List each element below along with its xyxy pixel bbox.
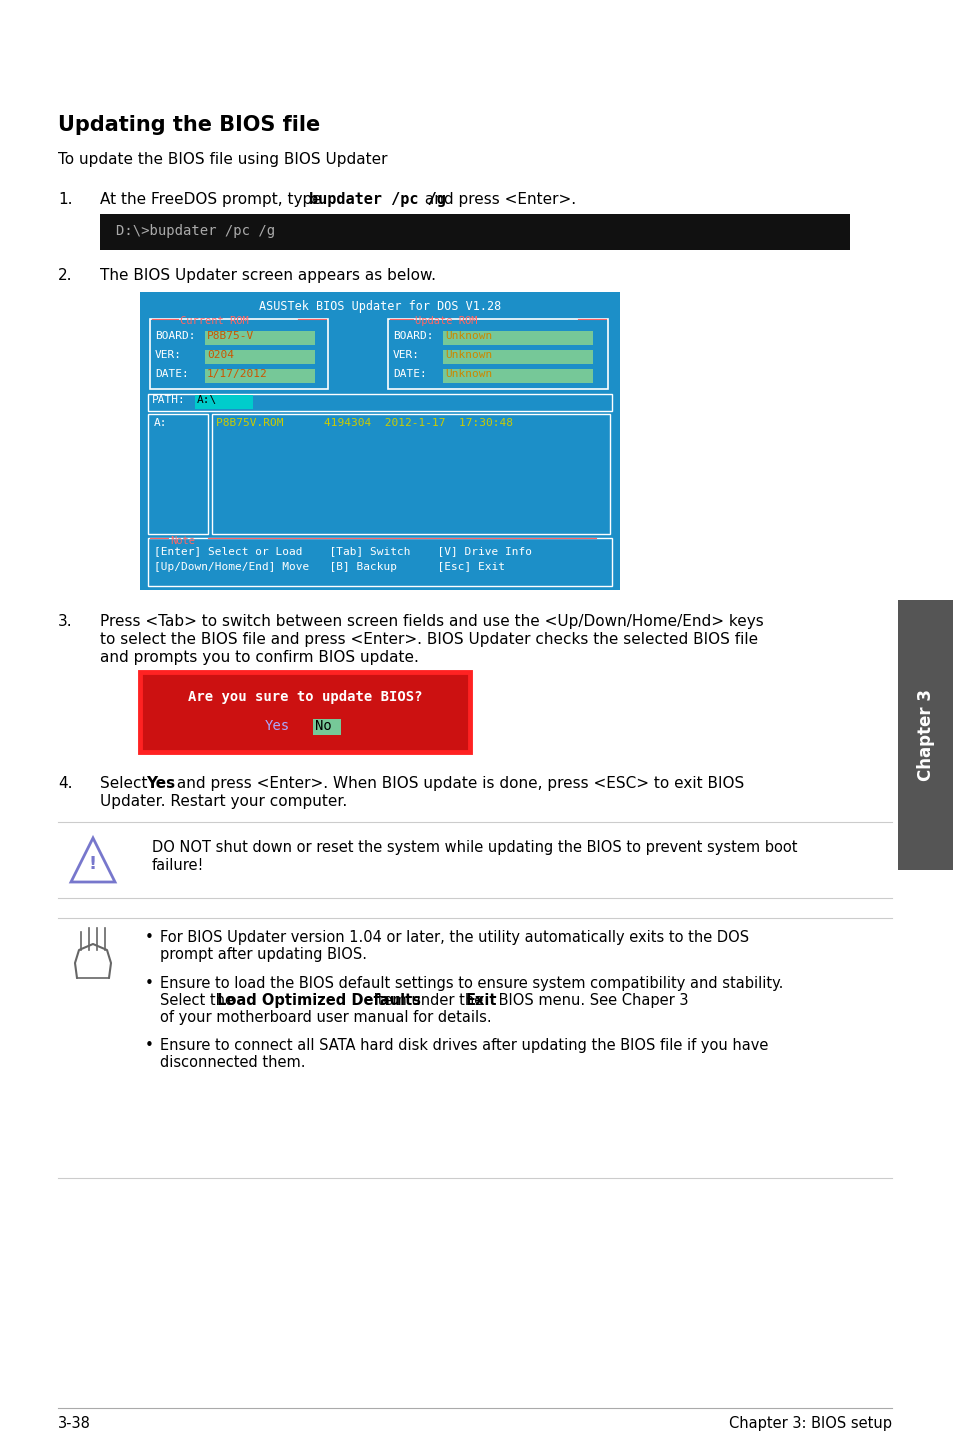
FancyBboxPatch shape xyxy=(148,538,612,587)
Text: Current ROM: Current ROM xyxy=(180,316,249,326)
FancyBboxPatch shape xyxy=(313,719,340,735)
Text: Updater. Restart your computer.: Updater. Restart your computer. xyxy=(100,794,347,810)
FancyBboxPatch shape xyxy=(205,349,314,364)
Text: 1.: 1. xyxy=(58,193,72,207)
Text: 1/17/2012: 1/17/2012 xyxy=(207,370,268,380)
Text: Unknown: Unknown xyxy=(444,370,492,380)
Text: [Enter] Select or Load    [Tab] Switch    [V] Drive Info: [Enter] Select or Load [Tab] Switch [V] … xyxy=(153,546,532,557)
Text: Load Optimized Defaults: Load Optimized Defaults xyxy=(216,994,420,1008)
FancyBboxPatch shape xyxy=(194,395,253,408)
Text: bupdater /pc /g: bupdater /pc /g xyxy=(309,193,445,207)
Text: •: • xyxy=(145,930,153,945)
FancyBboxPatch shape xyxy=(148,414,208,533)
Text: •: • xyxy=(145,976,153,991)
Text: A:\: A:\ xyxy=(196,395,217,406)
Text: A:: A: xyxy=(153,418,168,429)
Text: Update ROM: Update ROM xyxy=(415,316,477,326)
Text: P8B75-V: P8B75-V xyxy=(207,331,254,341)
Text: BIOS menu. See Chaper 3: BIOS menu. See Chaper 3 xyxy=(494,994,688,1008)
Text: VER:: VER: xyxy=(393,349,419,360)
Text: 0204: 0204 xyxy=(207,349,233,360)
Text: BOARD:: BOARD: xyxy=(154,331,195,341)
Text: DATE:: DATE: xyxy=(154,370,189,380)
Text: Chapter 3: BIOS setup: Chapter 3: BIOS setup xyxy=(728,1416,891,1431)
Text: D:\>bupdater /pc /g: D:\>bupdater /pc /g xyxy=(116,224,274,239)
Text: Select the: Select the xyxy=(160,994,238,1008)
Text: For BIOS Updater version 1.04 or later, the utility automatically exits to the D: For BIOS Updater version 1.04 or later, … xyxy=(160,930,748,945)
Text: BOARD:: BOARD: xyxy=(393,331,433,341)
Text: Select: Select xyxy=(100,777,152,791)
Text: Chapter 3: Chapter 3 xyxy=(916,689,934,781)
Text: VER:: VER: xyxy=(154,349,182,360)
Text: No: No xyxy=(314,719,332,733)
Text: and press <Enter>.: and press <Enter>. xyxy=(419,193,576,207)
Polygon shape xyxy=(71,838,115,881)
Text: DO NOT shut down or reset the system while updating the BIOS to prevent system b: DO NOT shut down or reset the system whi… xyxy=(152,840,797,856)
Text: The BIOS Updater screen appears as below.: The BIOS Updater screen appears as below… xyxy=(100,267,436,283)
Text: Press <Tab> to switch between screen fields and use the <Up/Down/Home/End> keys: Press <Tab> to switch between screen fie… xyxy=(100,614,763,628)
Text: 3.: 3. xyxy=(58,614,72,628)
FancyBboxPatch shape xyxy=(140,292,619,590)
Text: !: ! xyxy=(89,856,97,873)
Text: 4.: 4. xyxy=(58,777,72,791)
Text: Yes: Yes xyxy=(265,719,290,733)
Text: 2.: 2. xyxy=(58,267,72,283)
Text: •: • xyxy=(145,1038,153,1053)
Text: Ensure to load the BIOS default settings to ensure system compatibility and stab: Ensure to load the BIOS default settings… xyxy=(160,976,782,991)
Text: Updating the BIOS file: Updating the BIOS file xyxy=(58,115,320,135)
Text: Note: Note xyxy=(170,536,194,546)
Text: failure!: failure! xyxy=(152,858,204,873)
Text: Unknown: Unknown xyxy=(444,331,492,341)
Text: item under the: item under the xyxy=(369,994,487,1008)
FancyBboxPatch shape xyxy=(442,331,593,345)
Text: and prompts you to confirm BIOS update.: and prompts you to confirm BIOS update. xyxy=(100,650,418,664)
Text: to select the BIOS file and press <Enter>. BIOS Updater checks the selected BIOS: to select the BIOS file and press <Enter… xyxy=(100,631,758,647)
Text: At the FreeDOS prompt, type: At the FreeDOS prompt, type xyxy=(100,193,326,207)
FancyBboxPatch shape xyxy=(212,414,609,533)
FancyBboxPatch shape xyxy=(388,319,607,390)
Text: P8B75V.ROM      4194304  2012-1-17  17:30:48: P8B75V.ROM 4194304 2012-1-17 17:30:48 xyxy=(215,418,513,429)
Text: ASUSTek BIOS Updater for DOS V1.28: ASUSTek BIOS Updater for DOS V1.28 xyxy=(258,301,500,313)
FancyBboxPatch shape xyxy=(442,370,593,383)
FancyBboxPatch shape xyxy=(897,600,953,870)
Text: disconnected them.: disconnected them. xyxy=(160,1055,305,1070)
FancyBboxPatch shape xyxy=(205,370,314,383)
FancyBboxPatch shape xyxy=(150,319,328,390)
Text: and press <Enter>. When BIOS update is done, press <ESC> to exit BIOS: and press <Enter>. When BIOS update is d… xyxy=(172,777,743,791)
Text: Are you sure to update BIOS?: Are you sure to update BIOS? xyxy=(188,690,422,705)
Text: Unknown: Unknown xyxy=(444,349,492,360)
Text: of your motherboard user manual for details.: of your motherboard user manual for deta… xyxy=(160,1009,491,1025)
Text: To update the BIOS file using BIOS Updater: To update the BIOS file using BIOS Updat… xyxy=(58,152,387,167)
Text: prompt after updating BIOS.: prompt after updating BIOS. xyxy=(160,948,367,962)
Text: 3-38: 3-38 xyxy=(58,1416,91,1431)
Text: Ensure to connect all SATA hard disk drives after updating the BIOS file if you : Ensure to connect all SATA hard disk dri… xyxy=(160,1038,767,1053)
FancyBboxPatch shape xyxy=(205,331,314,345)
Text: PATH:: PATH: xyxy=(152,395,186,406)
FancyBboxPatch shape xyxy=(100,214,849,250)
Text: DATE:: DATE: xyxy=(393,370,426,380)
FancyBboxPatch shape xyxy=(148,394,612,411)
Text: Yes: Yes xyxy=(146,777,175,791)
Text: Exit: Exit xyxy=(465,994,497,1008)
FancyBboxPatch shape xyxy=(140,672,470,752)
Text: [Up/Down/Home/End] Move   [B] Backup      [Esc] Exit: [Up/Down/Home/End] Move [B] Backup [Esc]… xyxy=(153,562,504,572)
FancyBboxPatch shape xyxy=(442,349,593,364)
